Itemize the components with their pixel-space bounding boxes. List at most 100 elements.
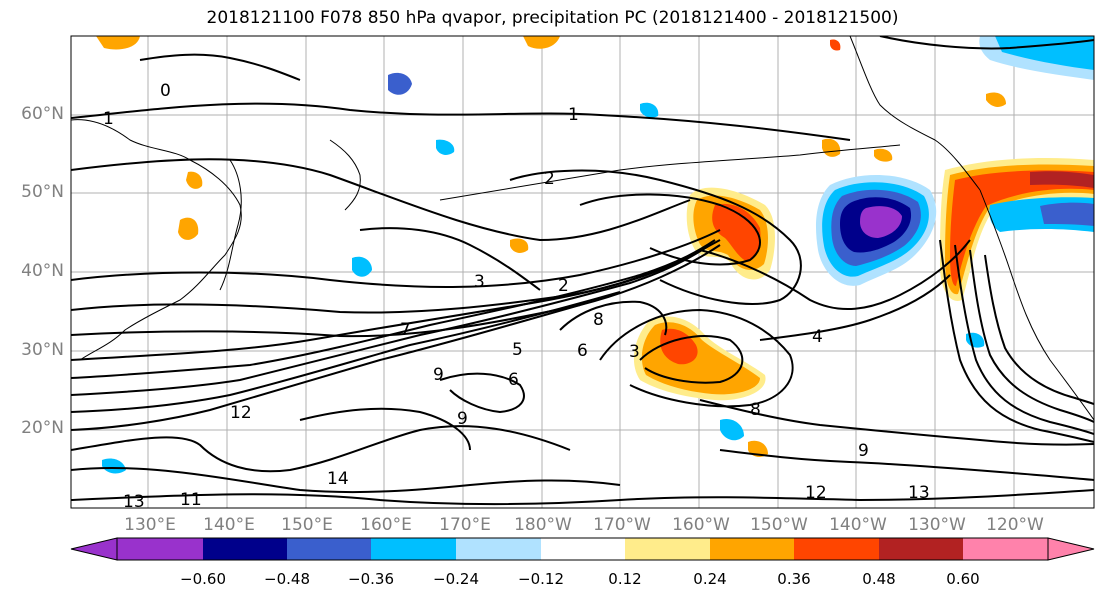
colorbar-tick-label: −0.48	[264, 570, 310, 588]
contour-label: 12	[230, 403, 252, 423]
colorbar-segment	[456, 538, 541, 560]
contour-line	[699, 399, 1094, 446]
positive-anomaly-patch	[950, 170, 1094, 286]
contour-line	[954, 244, 1094, 435]
coastlines	[71, 36, 1094, 421]
positive-anomaly-patch	[523, 36, 560, 49]
colorbar-tick-label: −0.36	[348, 570, 394, 588]
colorbar-segment	[371, 538, 456, 560]
contour-line	[509, 169, 802, 305]
contour-line	[139, 53, 301, 81]
contour-line	[71, 158, 691, 242]
contour-line	[639, 335, 744, 384]
contour-line	[719, 449, 1094, 481]
colorbar-extend-left	[70, 537, 118, 561]
colorbar-segment	[963, 538, 1048, 560]
contour-line	[71, 291, 621, 413]
colorbar-frame	[116, 537, 1049, 561]
colorbar-segment	[203, 538, 287, 560]
colorbar-segment	[794, 538, 879, 560]
positive-anomaly-patch	[510, 238, 529, 253]
contour-line	[969, 249, 1094, 423]
contour-label: 6	[508, 370, 519, 390]
colorbar-tick-label: −0.12	[518, 570, 564, 588]
lon-tick-label: 160°E	[360, 515, 412, 535]
contour-labels: 0 1 1 2 2 3 3 4 5 6 6 7 8 8 9 9 9 11 12 …	[103, 81, 930, 510]
positive-anomaly-patch	[712, 203, 761, 262]
colorbar-tick-label: 0.48	[862, 570, 896, 588]
contour-line	[71, 229, 721, 288]
lon-tick-label: 170°E	[439, 515, 491, 535]
lon-tick-label: 130°W	[908, 515, 966, 535]
colorbar-tick-label: 0.36	[777, 570, 811, 588]
coastline-north-america	[979, 189, 1094, 421]
coastline-aleutians	[439, 144, 901, 201]
positive-anomaly-patch	[986, 92, 1006, 107]
contour-label: 9	[457, 409, 468, 429]
contour-line	[939, 239, 1094, 443]
lon-tick-label: 170°W	[593, 515, 651, 535]
coastline-kamchatka	[329, 139, 361, 211]
colorbar-tick-label: 0.12	[608, 570, 642, 588]
lon-tick-label: 120°W	[986, 515, 1044, 535]
negative-anomaly-patch	[720, 418, 744, 441]
positive-anomaly-patch	[186, 171, 203, 189]
contour-label: 2	[558, 276, 569, 296]
contour-line	[439, 372, 525, 414]
colorbar-segment	[541, 538, 625, 560]
contour-label: 2	[544, 169, 555, 189]
coastline-japan	[219, 159, 242, 291]
lon-tick-label: 140°E	[203, 515, 255, 535]
contour-line	[359, 227, 541, 291]
contour-line	[71, 239, 716, 379]
lon-tick-label: 130°E	[124, 515, 176, 535]
contour-line	[71, 489, 1094, 506]
negative-anomaly-patch	[1040, 202, 1094, 226]
positive-anomaly-patch	[830, 39, 841, 51]
graticule	[71, 36, 1094, 508]
contour-label: 5	[512, 340, 523, 360]
positive-anomaly-patch	[874, 148, 893, 162]
contour-label: 0	[160, 81, 171, 101]
colorbar	[70, 537, 1095, 561]
coastline-alaska	[849, 36, 981, 191]
contour-line	[71, 244, 711, 396]
contour-label: 13	[908, 483, 930, 503]
negative-anomaly-patch	[860, 206, 902, 238]
contour-line	[759, 274, 951, 341]
contour-label: 6	[577, 341, 588, 361]
qvapor-contours	[71, 36, 1094, 506]
contour-label: 11	[180, 490, 202, 510]
positive-anomaly-patch	[1030, 171, 1094, 188]
contour-label: 1	[568, 105, 579, 125]
negative-anomaly-patch	[436, 139, 455, 155]
contour-label: 1	[103, 109, 114, 129]
colorbar-segment	[287, 538, 371, 560]
lat-tick-label: 30°N	[21, 340, 64, 360]
contour-label: 8	[593, 310, 604, 330]
contour-label: 3	[474, 272, 485, 292]
positive-anomaly-patch	[748, 440, 768, 457]
colorbar-tick-label: 0.24	[693, 570, 727, 588]
contour-label: 7	[400, 320, 411, 340]
contour-line	[599, 308, 794, 408]
contour-line	[299, 407, 471, 451]
lon-tick-label: 160°W	[672, 515, 730, 535]
lon-tick-label: 150°E	[281, 515, 333, 535]
contour-line	[71, 425, 571, 473]
positive-anomaly-patch	[96, 36, 140, 50]
coastline-asia	[71, 119, 242, 361]
contour-line	[879, 36, 1094, 50]
positive-anomaly-patch	[178, 217, 199, 240]
map-title: 2018121100 F078 850 hPa qvapor, precipit…	[206, 8, 899, 28]
colorbar-segment	[625, 538, 710, 560]
precip-shading	[96, 36, 1094, 474]
colorbar-tick-label: −0.60	[180, 570, 226, 588]
map-frame	[70, 35, 1095, 509]
contour-line	[984, 254, 1094, 405]
colorbar-segment	[879, 538, 963, 560]
colorbar-tick-label: −0.24	[433, 570, 479, 588]
lat-tick-label: 50°N	[21, 182, 64, 202]
negative-anomaly-patch	[388, 72, 412, 95]
contour-label: 4	[812, 327, 823, 347]
